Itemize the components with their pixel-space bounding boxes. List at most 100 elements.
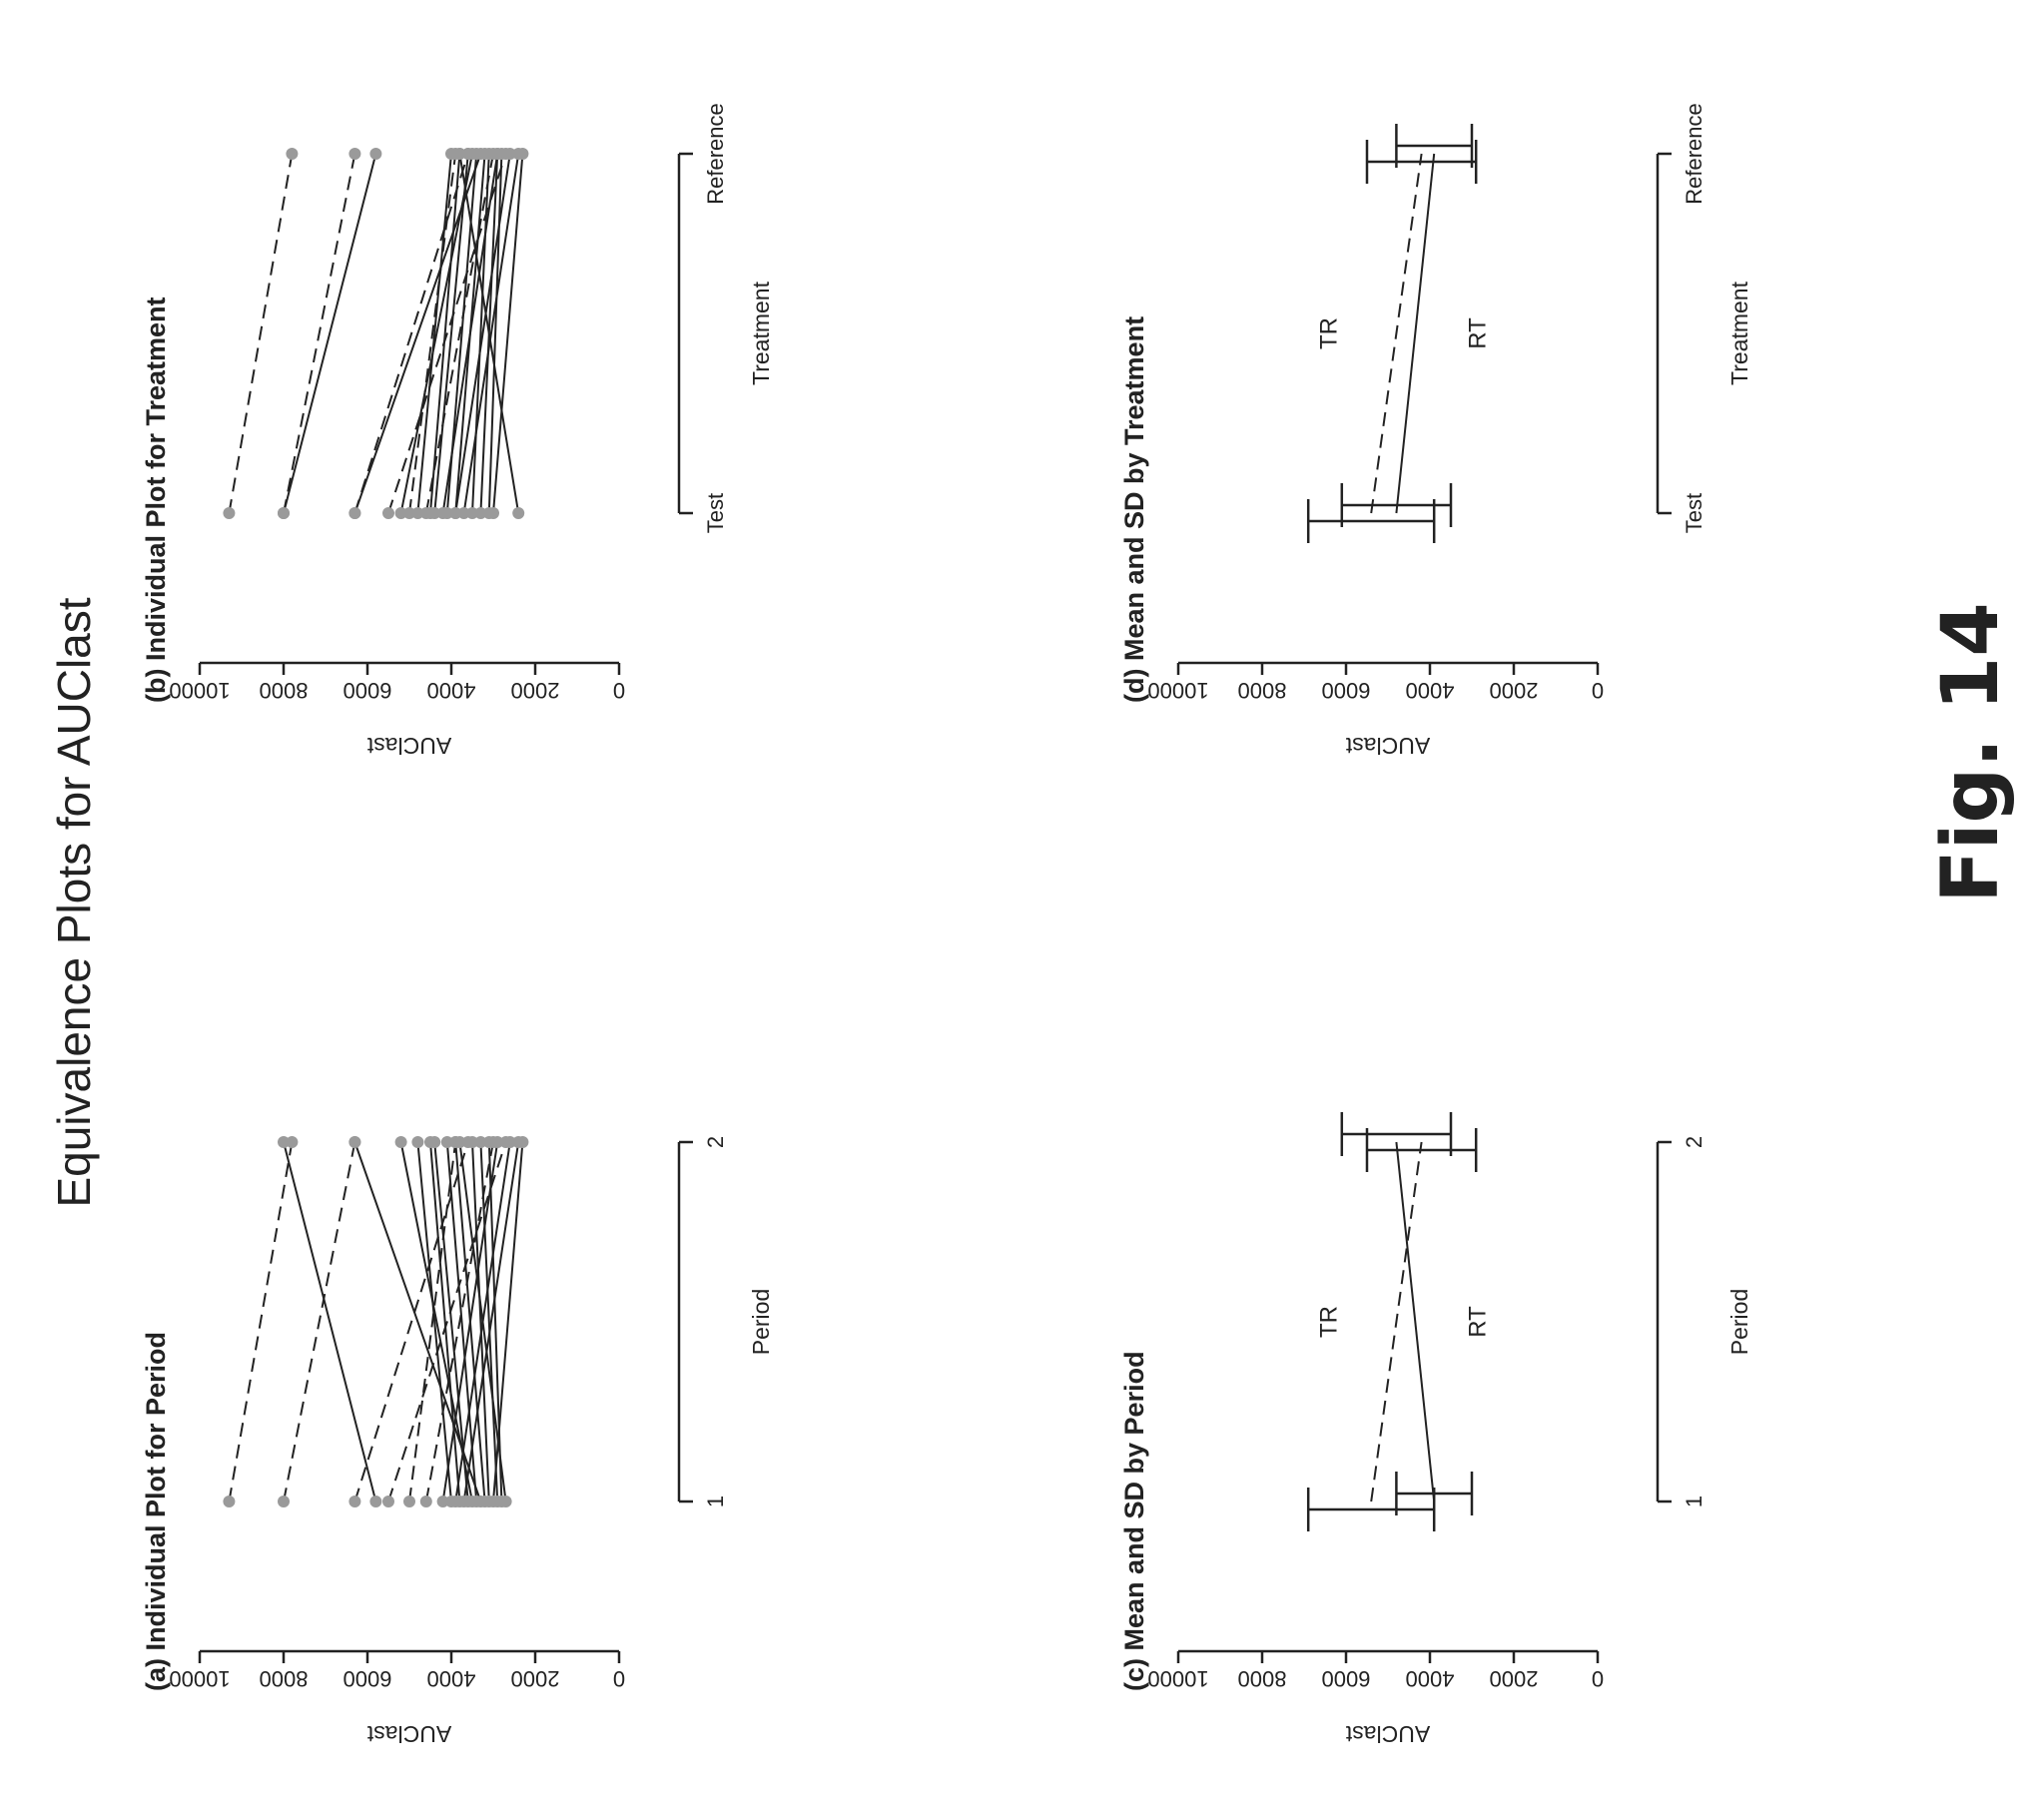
y-tick-label: 10000 (1147, 678, 1208, 703)
data-point (457, 1496, 470, 1507)
data-point (491, 1136, 504, 1148)
series-line (1370, 1141, 1423, 1502)
series-line (458, 1141, 507, 1502)
data-point (286, 1136, 299, 1148)
y-tick-label: 8000 (260, 678, 309, 703)
data-point (223, 507, 236, 519)
panel-title: (c) Mean and SD by Period (1119, 1351, 1149, 1691)
y-tick-label: 8000 (260, 1666, 309, 1691)
data-point (286, 148, 299, 160)
data-point (382, 1496, 394, 1507)
data-point (419, 1496, 432, 1507)
series-line (283, 1141, 356, 1502)
data-point (411, 507, 424, 519)
y-tick-label: 2000 (511, 1666, 560, 1691)
data-point (474, 507, 487, 519)
series-line (487, 153, 503, 514)
y-tick-label: 4000 (1406, 678, 1455, 703)
panel-title: (d) Mean and SD by Treatment (1119, 316, 1149, 703)
x-tick-label: 1 (703, 1496, 728, 1507)
series-line (408, 1141, 457, 1502)
chart-panel-0: (a) Individual Plot for Period 0 2000 4000 6… (141, 1136, 774, 1747)
data-point (491, 148, 504, 160)
data-point (278, 1496, 290, 1507)
series-line (429, 1141, 461, 1502)
series-label: RT (1464, 317, 1491, 349)
x-tick-label: Test (1682, 493, 1706, 533)
panel-title: (b) Individual Plot for Treatment (141, 297, 171, 703)
y-tick-label: 6000 (343, 678, 392, 703)
y-tick-label: 10000 (1147, 1666, 1208, 1691)
data-point (348, 1496, 361, 1507)
series-line (462, 153, 520, 514)
data-point (428, 1136, 441, 1148)
data-point (449, 1496, 462, 1507)
series-line (416, 153, 452, 514)
data-point (516, 148, 529, 160)
y-tick-label: 4000 (427, 678, 476, 703)
series-line (399, 153, 473, 514)
y-tick-label: 6000 (1322, 1666, 1371, 1691)
panel-title: (a) Individual Plot for Period (141, 1332, 171, 1691)
y-tick-label: 2000 (1490, 1666, 1539, 1691)
data-point (436, 1496, 449, 1507)
series-line (445, 1141, 478, 1502)
x-axis-label: Period (1726, 1289, 1752, 1355)
data-point (223, 1496, 236, 1507)
series-line (433, 1141, 469, 1502)
series-line (416, 1141, 452, 1502)
data-point (348, 1136, 361, 1148)
data-point (278, 1136, 290, 1148)
series-line (424, 1141, 494, 1502)
series-line (283, 153, 377, 514)
data-point (482, 148, 495, 160)
series-line (487, 1141, 503, 1502)
data-point (428, 507, 441, 519)
y-axis-label: AUClast (1345, 1721, 1430, 1747)
data-point (457, 507, 470, 519)
series-line (1395, 1141, 1436, 1502)
series-line (479, 1141, 499, 1502)
data-point (503, 148, 516, 160)
series-line (429, 153, 461, 514)
data-point (348, 148, 361, 160)
series-line (1370, 153, 1423, 514)
series-line (441, 153, 499, 514)
x-axis-label: Period (748, 1289, 774, 1355)
data-point (440, 1136, 453, 1148)
series-line (1395, 153, 1436, 514)
data-point (487, 507, 499, 519)
data-point (348, 507, 361, 519)
series-line (283, 1141, 377, 1502)
data-point (466, 1136, 478, 1148)
series-line (353, 153, 469, 514)
series-line (353, 1141, 469, 1502)
series-line (492, 153, 524, 514)
x-tick-label: Test (703, 493, 728, 533)
data-point (487, 1496, 499, 1507)
data-point (461, 148, 474, 160)
data-point (503, 1136, 516, 1148)
series-label: TR (1315, 317, 1342, 349)
y-axis-label: AUClast (366, 733, 451, 759)
y-axis-label: AUClast (1345, 733, 1430, 759)
figure-title: Equivalence Plots for AUClast (48, 597, 100, 1207)
series-line (458, 153, 520, 514)
series-line (454, 153, 511, 514)
data-point (466, 507, 478, 519)
x-axis-label: Treatment (748, 281, 774, 385)
figure-label: Fig. 14 (1926, 602, 2016, 902)
x-tick-label: Reference (703, 103, 728, 205)
series-line (433, 153, 469, 514)
series-label: RT (1464, 1306, 1491, 1338)
chart-panel-2: (c) Mean and SD by Period 0 2000 4000 6000 80… (1119, 1112, 1752, 1747)
series-line (424, 153, 494, 514)
series-line (441, 1141, 499, 1502)
y-tick-label: 10000 (169, 678, 230, 703)
x-tick-label: 2 (703, 1136, 728, 1148)
x-axis-label: Treatment (1726, 281, 1752, 385)
data-point (411, 1136, 424, 1148)
data-point (449, 507, 462, 519)
